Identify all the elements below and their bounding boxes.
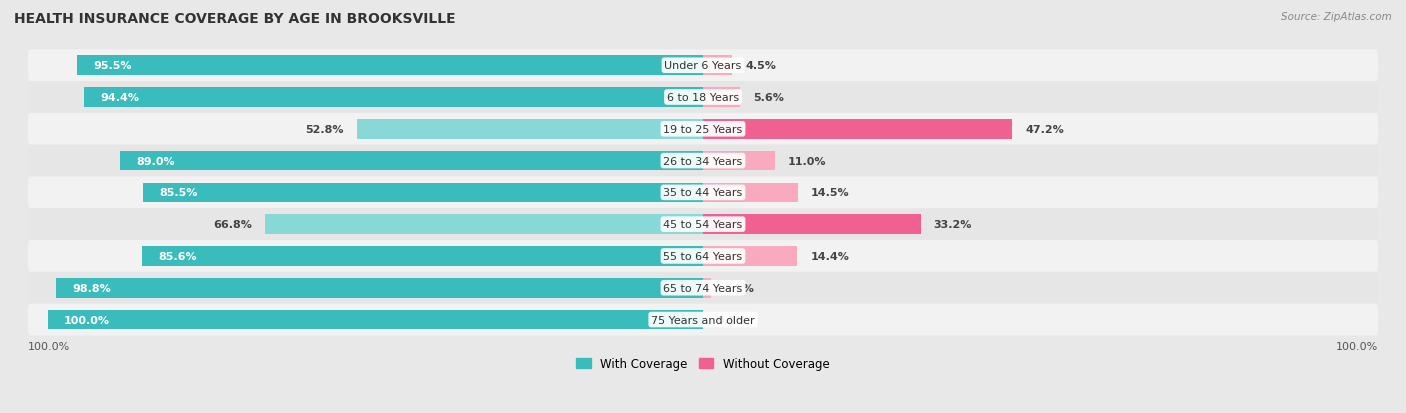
Text: 100.0%: 100.0% <box>65 315 110 325</box>
Text: 52.8%: 52.8% <box>305 124 344 135</box>
Text: 0.0%: 0.0% <box>716 315 747 325</box>
FancyBboxPatch shape <box>28 272 1378 304</box>
Bar <box>703 215 921 235</box>
Bar <box>357 120 703 139</box>
FancyBboxPatch shape <box>28 50 1378 82</box>
Text: 95.5%: 95.5% <box>94 61 132 71</box>
Text: 6 to 18 Years: 6 to 18 Years <box>666 93 740 103</box>
Bar <box>142 247 703 266</box>
Bar <box>84 88 703 108</box>
Bar <box>703 247 797 266</box>
Bar <box>56 278 703 298</box>
Bar <box>266 215 703 235</box>
Legend: With Coverage, Without Coverage: With Coverage, Without Coverage <box>572 352 834 375</box>
Bar <box>703 152 775 171</box>
Text: 19 to 25 Years: 19 to 25 Years <box>664 124 742 135</box>
Text: Under 6 Years: Under 6 Years <box>665 61 741 71</box>
Text: 100.0%: 100.0% <box>1336 341 1378 351</box>
FancyBboxPatch shape <box>28 304 1378 336</box>
Text: 4.5%: 4.5% <box>745 61 776 71</box>
Text: HEALTH INSURANCE COVERAGE BY AGE IN BROOKSVILLE: HEALTH INSURANCE COVERAGE BY AGE IN BROO… <box>14 12 456 26</box>
Bar <box>703 278 711 298</box>
Bar <box>120 152 703 171</box>
Bar <box>703 120 1012 139</box>
Text: 85.5%: 85.5% <box>159 188 197 198</box>
Text: 5.6%: 5.6% <box>752 93 783 103</box>
Bar <box>48 310 703 330</box>
Bar <box>77 56 703 76</box>
Text: 85.6%: 85.6% <box>159 252 197 261</box>
Text: 98.8%: 98.8% <box>72 283 111 293</box>
Text: 47.2%: 47.2% <box>1025 124 1064 135</box>
FancyBboxPatch shape <box>28 240 1378 272</box>
Text: Source: ZipAtlas.com: Source: ZipAtlas.com <box>1281 12 1392 22</box>
Text: 11.0%: 11.0% <box>789 156 827 166</box>
Text: 89.0%: 89.0% <box>136 156 174 166</box>
Text: 14.5%: 14.5% <box>811 188 849 198</box>
Text: 65 to 74 Years: 65 to 74 Years <box>664 283 742 293</box>
Text: 14.4%: 14.4% <box>810 252 849 261</box>
Text: 33.2%: 33.2% <box>934 220 972 230</box>
Text: 55 to 64 Years: 55 to 64 Years <box>664 252 742 261</box>
Text: 66.8%: 66.8% <box>214 220 252 230</box>
Text: 35 to 44 Years: 35 to 44 Years <box>664 188 742 198</box>
Bar <box>143 183 703 203</box>
Bar <box>703 183 799 203</box>
Text: 94.4%: 94.4% <box>101 93 139 103</box>
Bar <box>703 56 733 76</box>
FancyBboxPatch shape <box>28 82 1378 114</box>
FancyBboxPatch shape <box>28 209 1378 240</box>
Bar <box>703 88 740 108</box>
Text: 26 to 34 Years: 26 to 34 Years <box>664 156 742 166</box>
Text: 75 Years and older: 75 Years and older <box>651 315 755 325</box>
FancyBboxPatch shape <box>28 177 1378 209</box>
Text: 100.0%: 100.0% <box>28 341 70 351</box>
FancyBboxPatch shape <box>28 114 1378 145</box>
FancyBboxPatch shape <box>28 145 1378 177</box>
Text: 45 to 54 Years: 45 to 54 Years <box>664 220 742 230</box>
Text: 1.2%: 1.2% <box>724 283 755 293</box>
